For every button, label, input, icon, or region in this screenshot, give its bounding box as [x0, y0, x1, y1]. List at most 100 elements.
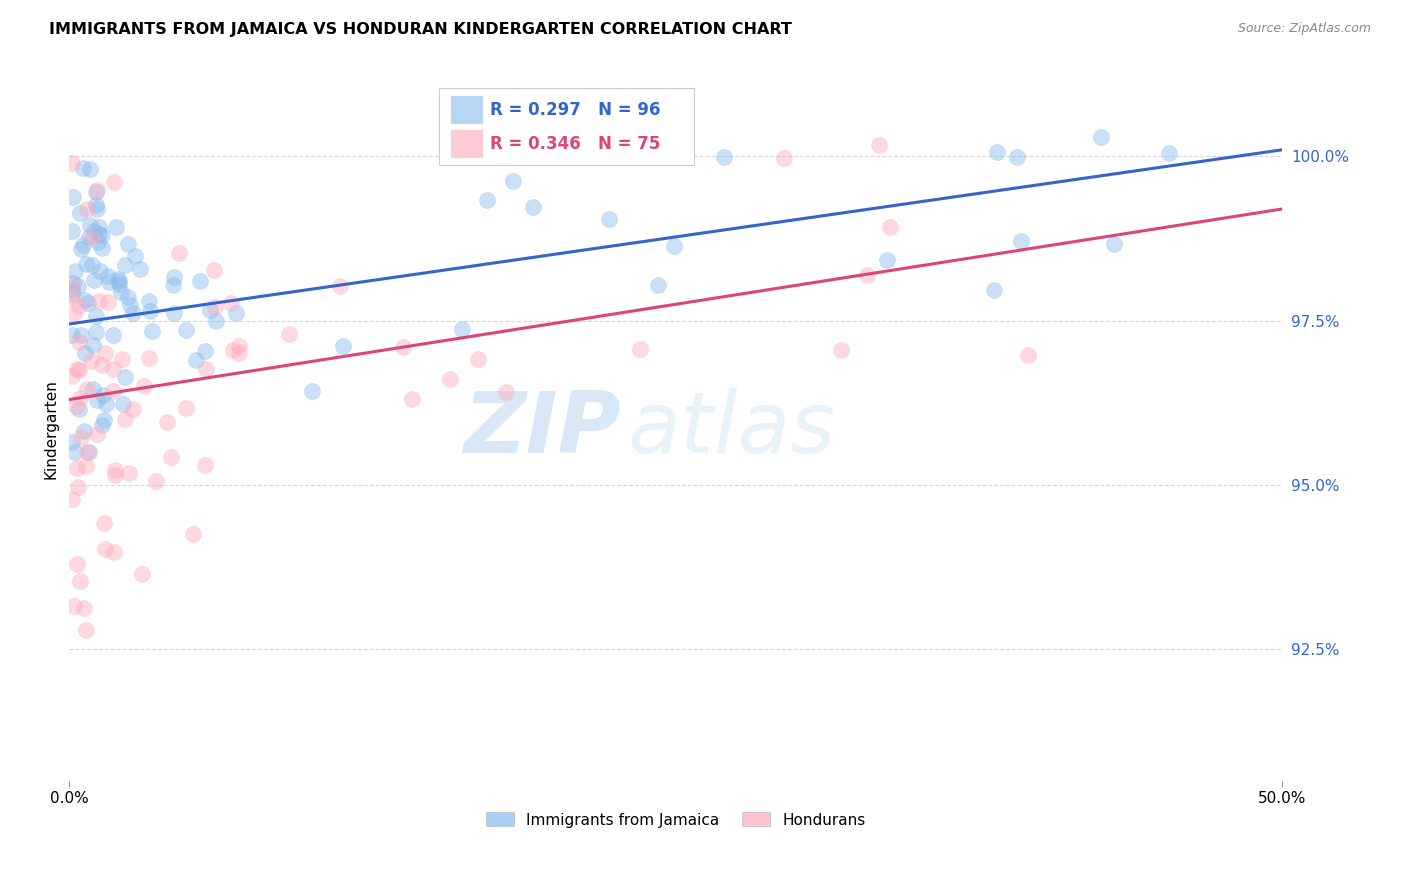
Point: [77, 445, 100, 459]
Point: [830, 343, 852, 357]
Point: [60, 287, 83, 301]
Point: [89, 219, 111, 234]
Text: atlas: atlas: [627, 388, 835, 471]
Point: [131, 567, 153, 582]
Point: [62, 190, 84, 204]
FancyBboxPatch shape: [439, 88, 695, 165]
Point: [89, 264, 111, 278]
Point: [114, 369, 136, 384]
Point: [664, 238, 686, 252]
Point: [70, 327, 93, 342]
Point: [278, 326, 301, 341]
Point: [1102, 237, 1125, 252]
Point: [98, 276, 121, 290]
Point: [90, 228, 112, 243]
Point: [132, 379, 155, 393]
Point: [1090, 129, 1112, 144]
Point: [204, 300, 226, 314]
Point: [163, 305, 186, 319]
Point: [76, 382, 98, 396]
Point: [94, 346, 117, 360]
Point: [76, 202, 98, 217]
Point: [117, 290, 139, 304]
Point: [112, 397, 135, 411]
Point: [96, 397, 118, 411]
Point: [60, 368, 83, 383]
Point: [87, 293, 110, 308]
Point: [145, 475, 167, 489]
Point: [69, 206, 91, 220]
Point: [475, 193, 498, 207]
Point: [75, 256, 97, 270]
Point: [879, 219, 901, 234]
Point: [495, 384, 517, 399]
Point: [204, 314, 226, 328]
Point: [67, 363, 90, 377]
Point: [228, 338, 250, 352]
Point: [75, 293, 97, 308]
Point: [401, 392, 423, 406]
Point: [439, 372, 461, 386]
Point: [62, 599, 84, 613]
Point: [105, 219, 128, 234]
Point: [93, 413, 115, 427]
Text: R = 0.297   N = 96: R = 0.297 N = 96: [491, 101, 661, 119]
Point: [983, 283, 1005, 297]
Point: [114, 412, 136, 426]
Point: [67, 402, 90, 417]
Point: [118, 298, 141, 312]
Point: [103, 362, 125, 376]
Point: [72, 161, 94, 176]
Point: [713, 150, 735, 164]
Point: [69, 430, 91, 444]
Point: [66, 279, 89, 293]
Point: [60, 328, 83, 343]
Point: [60, 279, 83, 293]
Point: [67, 334, 90, 349]
Text: IMMIGRANTS FROM JAMAICA VS HONDURAN KINDERGARTEN CORRELATION CHART: IMMIGRANTS FROM JAMAICA VS HONDURAN KIND…: [49, 22, 792, 37]
Point: [97, 268, 120, 283]
Point: [502, 174, 524, 188]
Point: [77, 295, 100, 310]
Point: [225, 306, 247, 320]
Point: [160, 450, 183, 465]
FancyBboxPatch shape: [451, 96, 482, 123]
Point: [82, 382, 104, 396]
Point: [181, 527, 204, 541]
Point: [222, 343, 245, 358]
Point: [67, 300, 90, 314]
Point: [83, 273, 105, 287]
Point: [86, 235, 108, 249]
Point: [138, 293, 160, 308]
Point: [69, 574, 91, 589]
Point: [108, 274, 131, 288]
Point: [62, 492, 84, 507]
Point: [174, 323, 197, 337]
Point: [647, 278, 669, 293]
Point: [65, 445, 87, 459]
Point: [138, 304, 160, 318]
Point: [103, 175, 125, 189]
Point: [60, 283, 83, 297]
Point: [93, 516, 115, 530]
Point: [876, 252, 898, 267]
Point: [75, 346, 97, 360]
Point: [83, 224, 105, 238]
Point: [332, 339, 354, 353]
Y-axis label: Kindergarten: Kindergarten: [44, 379, 58, 479]
Point: [108, 277, 131, 292]
Point: [73, 600, 96, 615]
Point: [450, 322, 472, 336]
Point: [184, 352, 207, 367]
Point: [198, 302, 221, 317]
Point: [392, 340, 415, 354]
Point: [122, 306, 145, 320]
Point: [856, 268, 879, 282]
Point: [75, 624, 97, 638]
Point: [122, 401, 145, 416]
Point: [522, 201, 544, 215]
Point: [90, 417, 112, 432]
Point: [79, 230, 101, 244]
Point: [111, 352, 134, 367]
Point: [90, 241, 112, 255]
